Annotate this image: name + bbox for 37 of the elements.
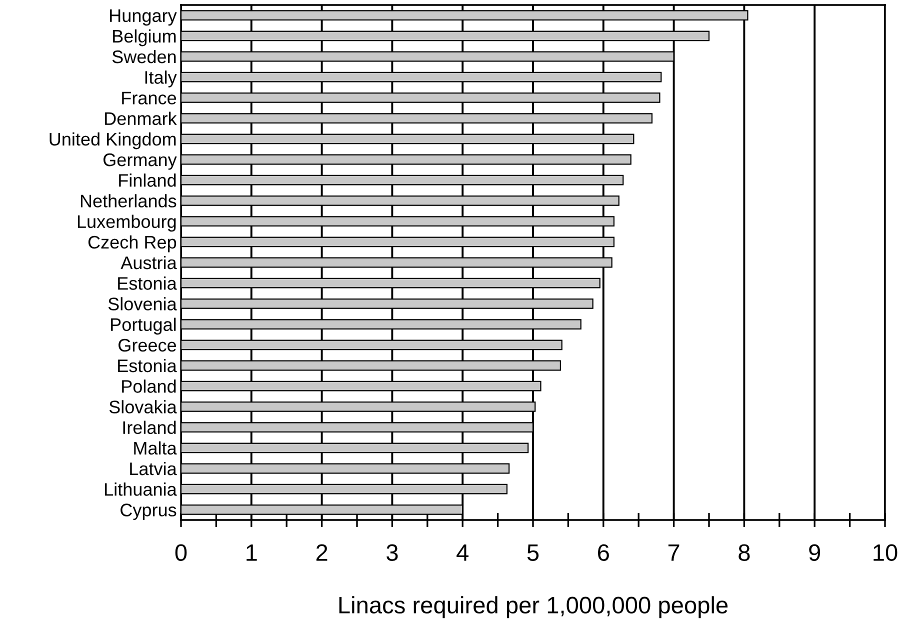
y-tick-label: Sweden [112,50,176,64]
x-tick-label: 1 [246,544,257,561]
y-tick-label: Denmark [105,112,177,126]
y-tick-label: United Kingdom [50,132,176,150]
x-tick-label: 7 [668,544,680,561]
x-tick-label: 2 [316,544,328,561]
y-tick-label: Czech Rep [88,235,176,252]
y-tick-label: Luxembourg [78,214,176,232]
y-tick-label: Portugal [111,318,176,335]
x-axis-title: Linacs required per 1,000,000 people [339,596,728,618]
y-tick-label: Poland [122,380,176,393]
x-tick-label: 5 [527,544,539,561]
y-tick-label: Belgium [113,29,176,46]
y-tick-label: Slovenia [108,297,177,310]
y-tick-label: France [122,92,176,104]
y-tick-label: Estonia [118,276,177,290]
y-tick-label: Lithuania [105,482,177,496]
y-tick-label: Italy [145,70,177,88]
x-tick-label: 4 [456,544,468,561]
x-tick-label: 8 [738,544,750,561]
x-tick-label: 9 [809,544,820,561]
x-tick-label: 6 [598,544,609,561]
y-tick-label: Slovakia [109,400,177,414]
y-tick-label: Estonia [118,358,177,372]
y-tick-label: Greece [118,338,176,352]
y-tick-label: Austria [120,256,177,270]
y-tick-label: Germany [103,153,177,170]
x-tick-label: 0 [175,544,187,561]
x-tick-label: 10 [874,544,898,561]
x-tick-label: 3 [386,544,398,561]
y-tick-label: Finland [119,174,176,187]
y-tick-label: Ireland [123,420,176,434]
y-tick-label: Hungary [110,9,177,26]
y-tick-label: Netherlands [80,194,176,208]
y-tick-label: Latvia [130,462,177,476]
y-tick-label: Malta [134,441,177,455]
y-tick-label: Cyprus [120,504,176,520]
